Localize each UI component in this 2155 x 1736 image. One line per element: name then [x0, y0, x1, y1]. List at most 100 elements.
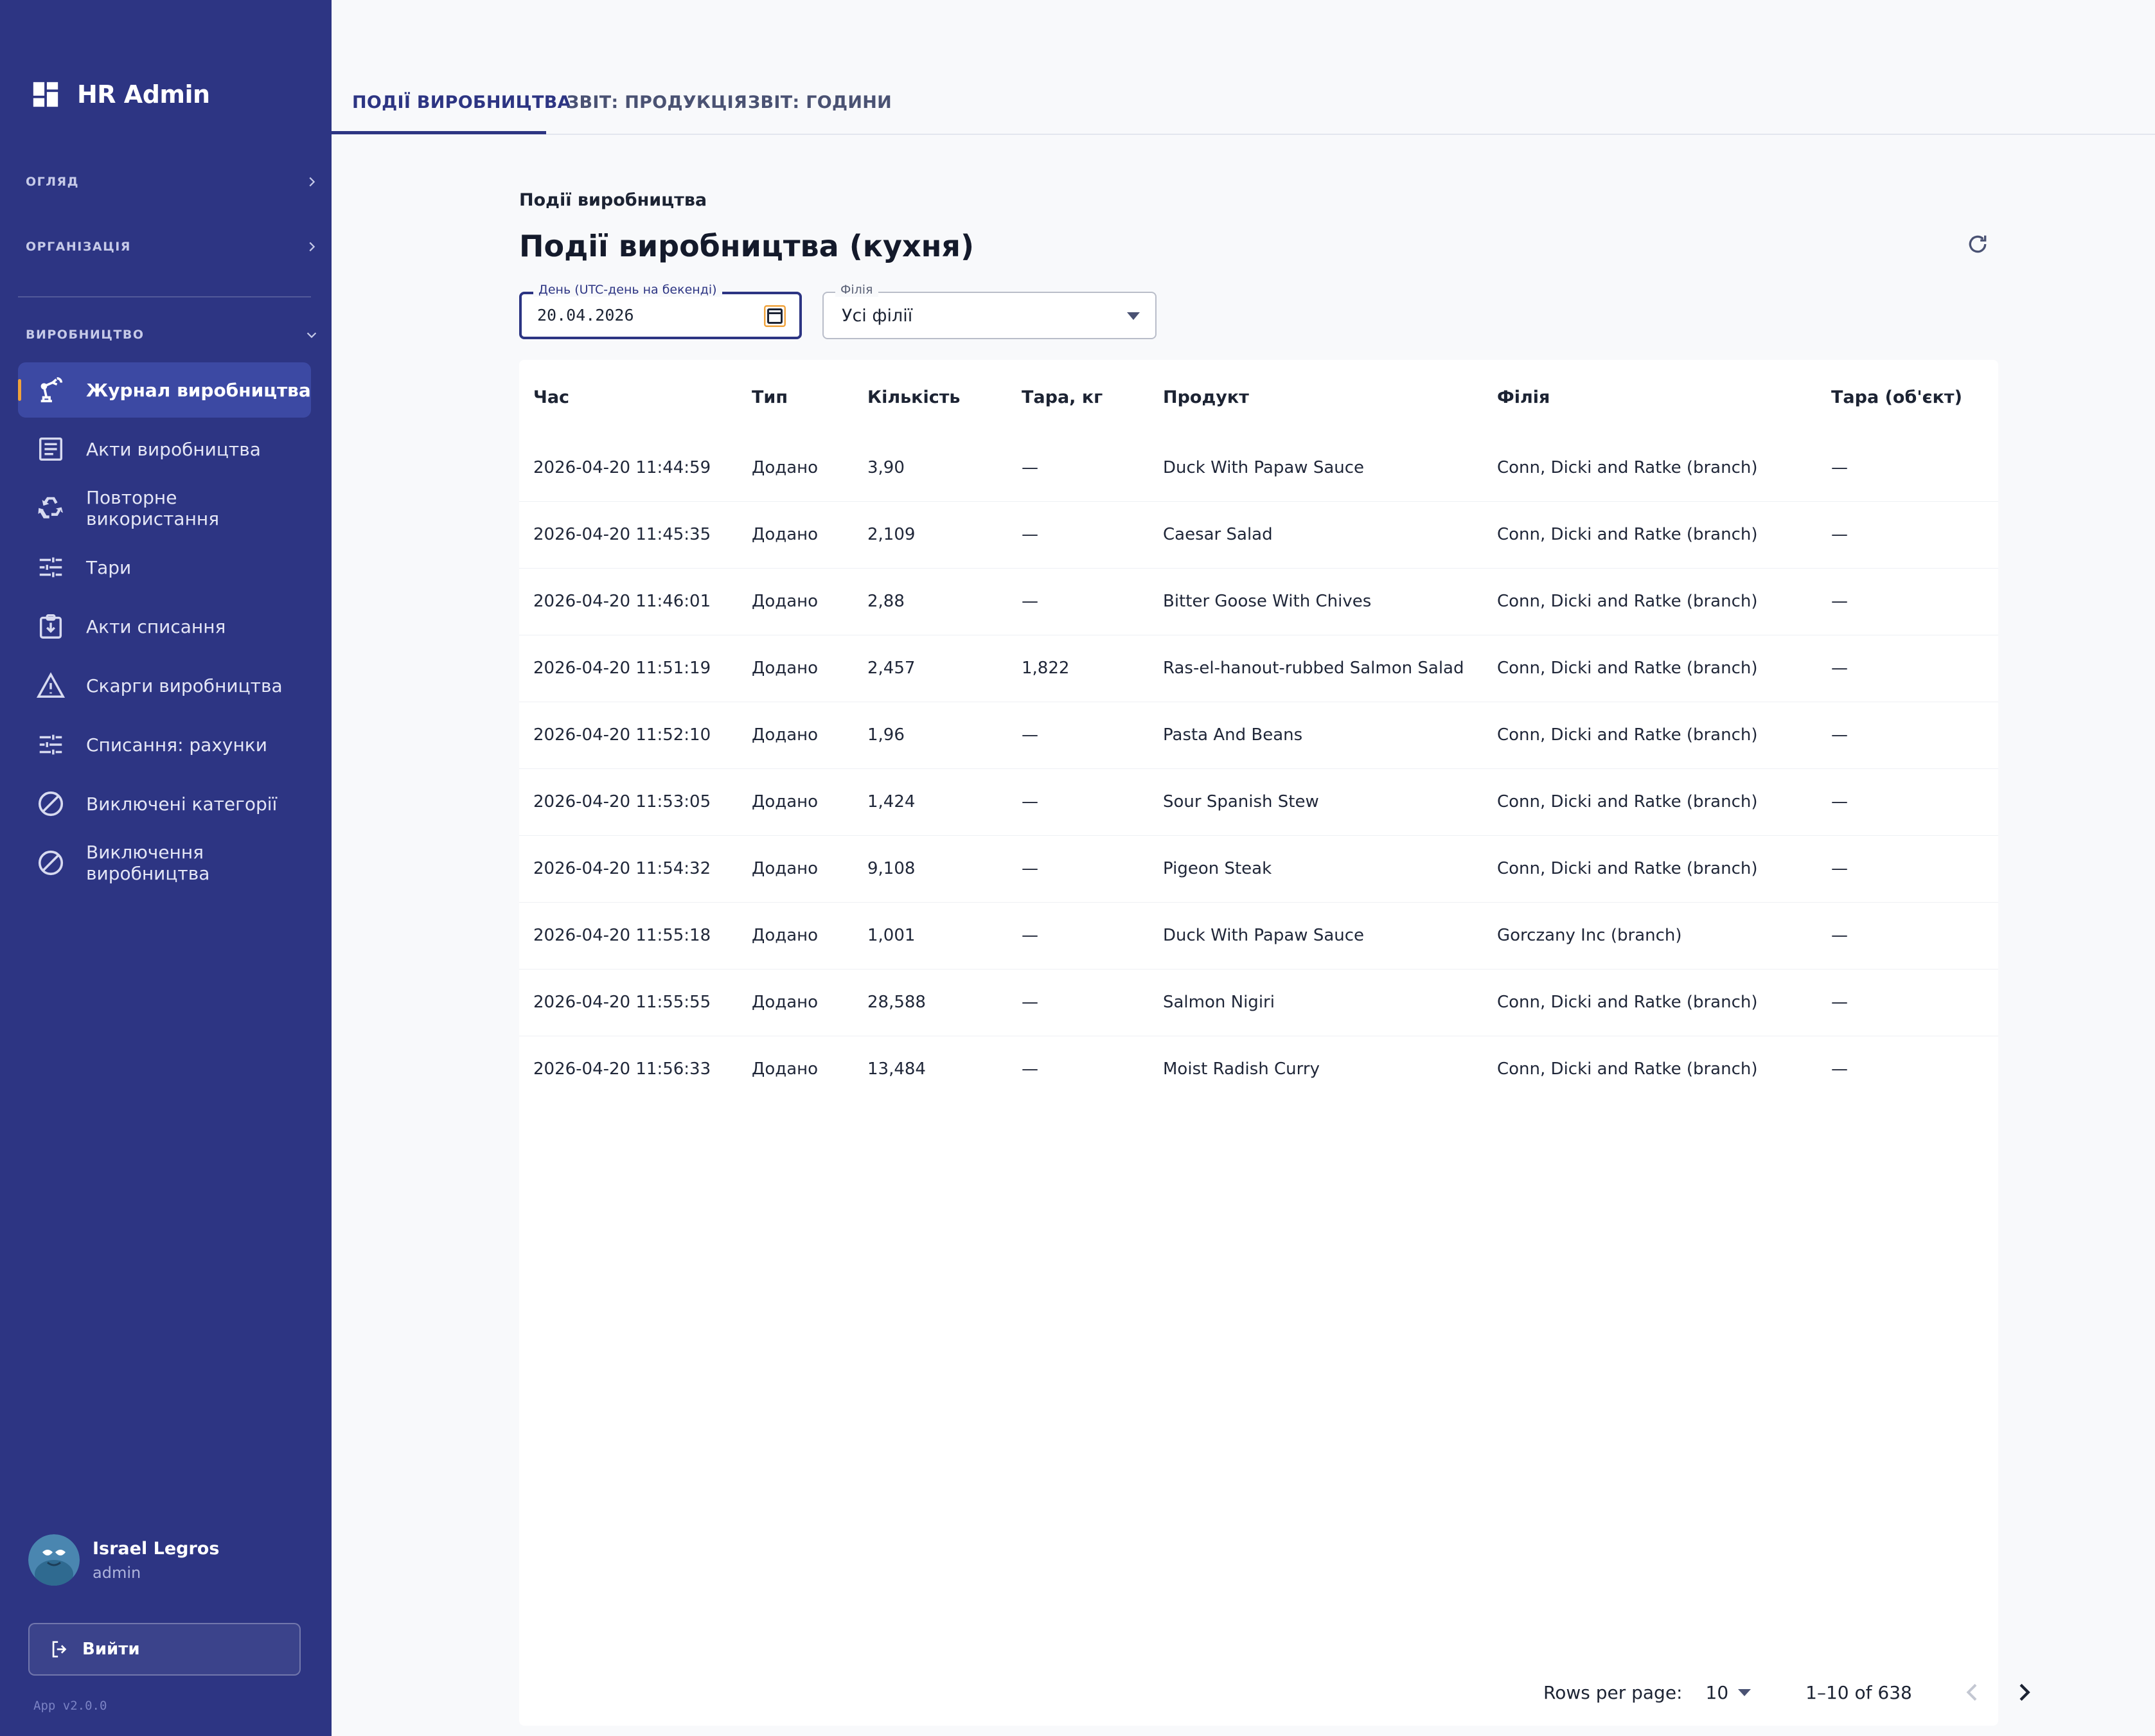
date-field[interactable]: День (UTC-день на бекенді) 20.04.2026	[519, 283, 802, 339]
recycle-icon	[38, 497, 63, 518]
pagination: Rows per page: 10 1–10 of 638	[1543, 1679, 2062, 1705]
caret-down-icon	[1127, 312, 1140, 320]
tab-production-report[interactable]: ЗВІТ: ПРОДУКЦІЯ	[567, 93, 748, 112]
table-row[interactable]: 2026-04-20 11:46:01 Додано 2,88 — Bitter…	[519, 567, 1998, 635]
user-role: admin	[93, 1563, 141, 1582]
tab-hours-report[interactable]: ЗВІТ: ГОДИНИ	[748, 93, 892, 112]
app-version: App v2.0.0	[33, 1699, 107, 1713]
cell-container-weight: —	[1007, 567, 1149, 635]
cell-container-object: —	[1817, 1035, 1998, 1103]
cell-type: Додано	[738, 901, 853, 969]
chevron-left-icon[interactable]	[1960, 1679, 1985, 1705]
sidebar-item-complaints[interactable]: Скарги виробництва	[18, 658, 311, 713]
table-row[interactable]: 2026-04-20 11:51:19 Додано 2,457 1,822 R…	[519, 634, 1998, 702]
cell-container-object: —	[1817, 768, 1998, 835]
clipboard-download-icon	[39, 614, 62, 639]
cell-product: Sour Spanish Stew	[1149, 768, 1483, 835]
cell-type: Додано	[752, 457, 819, 477]
cell-time: 2026-04-20 11:55:18	[519, 901, 738, 969]
table-header-row: Час Тип Кількість Тара, кг Продукт Філія…	[519, 360, 1998, 434]
sidebar-item-production-log[interactable]: Журнал виробництва	[18, 362, 311, 418]
date-field-label: День (UTC-день на бекенді)	[533, 283, 722, 297]
table-row[interactable]: 2026-04-20 11:53:05 Додано 1,424 — Sour …	[519, 768, 1998, 835]
cell-time: 2026-04-20 11:46:01	[519, 567, 738, 635]
sidebar-item-containers[interactable]: Тари	[18, 540, 311, 595]
cell-container-object: —	[1817, 901, 1998, 969]
avatar	[28, 1534, 80, 1586]
sidebar-item-reuse[interactable]: Повторне використання	[18, 481, 311, 536]
sidebar-item-writeoff-acts[interactable]: Акти списання	[18, 599, 311, 654]
section-overview[interactable]: ОГЛЯД	[26, 175, 319, 189]
cell-time: 2026-04-20 11:52:10	[519, 701, 738, 768]
table-row[interactable]: 2026-04-20 11:54:32 Додано 9,108 — Pigeo…	[519, 835, 1998, 902]
logout-label: Вийти	[82, 1640, 140, 1659]
cell-container-object: —	[1817, 701, 1998, 768]
cell-branch: Conn, Dicki and Ratke (branch)	[1483, 567, 1817, 635]
date-field-value[interactable]: 20.04.2026	[537, 306, 634, 324]
cell-container-weight: —	[1007, 968, 1149, 1036]
chevron-down-icon	[306, 332, 317, 339]
column-header[interactable]: Час	[533, 387, 570, 407]
section-organization[interactable]: ОРГАНІЗАЦІЯ	[26, 240, 319, 254]
cell-container-weight: —	[1007, 1035, 1149, 1103]
cell-type: Додано	[738, 567, 853, 635]
table-row[interactable]: 2026-04-20 11:45:35 Додано 2,109 — Caesa…	[519, 500, 1998, 568]
cell-quantity: 28,588	[853, 968, 1007, 1036]
column-header[interactable]: Тара (об'єкт)	[1831, 387, 1962, 407]
sidebar-item-production-acts[interactable]: Акти виробництва	[18, 421, 311, 477]
column-header[interactable]: Тара, кг	[1022, 387, 1103, 407]
rows-per-page-select[interactable]: 10	[1706, 1682, 1752, 1703]
table-row[interactable]: 2026-04-20 11:55:55 Додано 28,588 — Salm…	[519, 968, 1998, 1036]
block-icon	[38, 850, 64, 876]
sidebar-divider	[18, 296, 311, 297]
brand[interactable]: HR Admin	[31, 80, 210, 109]
rows-per-page-value: 10	[1705, 1681, 1729, 1703]
sliders-icon	[39, 557, 62, 578]
sidebar-item-production-exclusions[interactable]: Виключення виробництва	[18, 835, 311, 890]
app-name: HR Admin	[77, 80, 210, 109]
cell-quantity: 2,457	[853, 634, 1007, 702]
cell-container-weight: —	[1022, 457, 1038, 477]
cell-time: 2026-04-20 11:53:05	[519, 768, 738, 835]
cell-branch: Conn, Dicki and Ratke (branch)	[1483, 1035, 1817, 1103]
events-table-card: Час Тип Кількість Тара, кг Продукт Філія…	[519, 360, 1998, 1726]
cell-type: Додано	[738, 768, 853, 835]
user-profile[interactable]: Israel Legros admin	[28, 1534, 219, 1586]
table-row[interactable]: 2026-04-20 11:52:10 Додано 1,96 — Pasta …	[519, 701, 1998, 768]
sidebar-item-excluded-categories[interactable]: Виключені категорії	[18, 776, 311, 831]
cell-branch: Conn, Dicki and Ratke (branch)	[1483, 634, 1817, 702]
table-row[interactable]: 2026-04-20 11:55:18 Додано 1,001 — Duck …	[519, 901, 1998, 969]
chevron-right-icon	[309, 242, 315, 252]
cell-branch: Conn, Dicki and Ratke (branch)	[1483, 500, 1817, 568]
active-tab-indicator	[332, 131, 546, 134]
cell-branch: Gorczany Inc (branch)	[1483, 901, 1817, 969]
branch-select-value: Усі філії	[842, 306, 913, 326]
branch-select[interactable]: Філія Усі філії	[822, 283, 1157, 339]
user-name: Israel Legros	[93, 1538, 220, 1559]
section-production[interactable]: ВИРОБНИЦТВО	[26, 328, 319, 342]
column-header[interactable]: Кількість	[867, 387, 961, 407]
cell-product: Duck With Papaw Sauce	[1163, 457, 1365, 477]
sidebar-item-writeoff-accounts[interactable]: Списання: рахунки	[18, 717, 311, 772]
dashboard-icon	[33, 82, 58, 107]
events-table: Час Тип Кількість Тара, кг Продукт Філія…	[519, 360, 1998, 1103]
table-row[interactable]: 2026-04-20 11:44:59 Додано 3,90 — Duck W…	[519, 434, 1998, 501]
cell-container-object: —	[1831, 457, 1848, 477]
cell-quantity: 13,484	[853, 1035, 1007, 1103]
logout-button[interactable]: Вийти	[28, 1623, 301, 1676]
tab-production-events[interactable]: ПОДІЇ ВИРОБНИЦТВА	[352, 93, 571, 112]
cell-product: Pigeon Steak	[1149, 835, 1483, 902]
cell-quantity: 2,109	[853, 500, 1007, 568]
refresh-icon[interactable]	[1965, 231, 1991, 257]
cell-type: Додано	[738, 500, 853, 568]
column-header[interactable]: Продукт	[1163, 387, 1249, 407]
chevron-right-icon[interactable]	[2011, 1679, 2037, 1705]
column-header[interactable]: Тип	[752, 387, 788, 407]
cell-time: 2026-04-20 11:45:35	[519, 500, 738, 568]
sidebar-item-label: Журнал виробництва	[86, 379, 311, 401]
cell-quantity: 1,96	[853, 701, 1007, 768]
column-header[interactable]: Філія	[1497, 387, 1550, 407]
sidebar-item-label: Скарги виробництва	[86, 675, 283, 696]
calendar-icon[interactable]	[763, 305, 786, 328]
table-row[interactable]: 2026-04-20 11:56:33 Додано 13,484 — Mois…	[519, 1035, 1998, 1103]
